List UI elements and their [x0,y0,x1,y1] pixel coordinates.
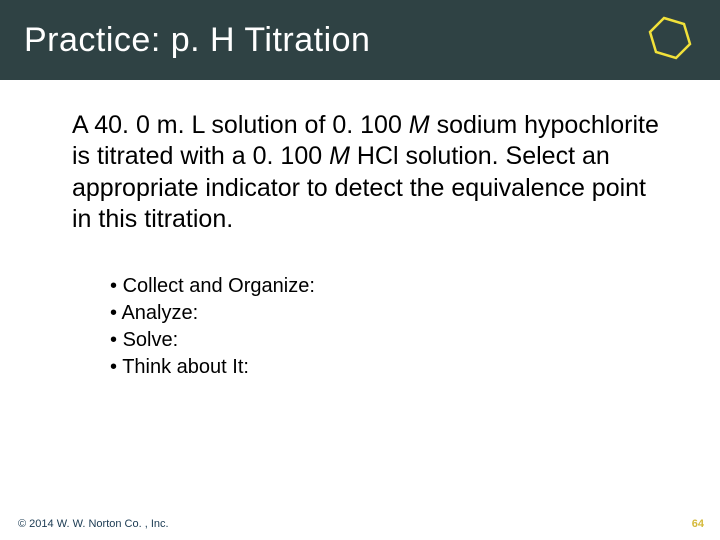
bullet-label: Analyze: [121,302,198,324]
list-item: • Collect and Organize: [110,273,660,300]
slide-body: A 40. 0 m. L solution of 0. 100 M sodium… [0,80,720,381]
page-number: 64 [692,518,704,530]
molarity-symbol-1: M [409,111,430,139]
molarity-symbol-2: M [329,142,350,170]
problem-part1: A 40. 0 m. L solution of 0. 100 [72,111,409,139]
list-item: • Analyze: [110,300,660,327]
list-item: • Solve: [110,327,660,354]
slide-footer: © 2014 W. W. Norton Co. , Inc. 64 [0,518,720,530]
list-item: • Think about It: [110,354,660,381]
bullet-label: Collect and Organize: [123,275,315,297]
hexagon-path [650,18,690,58]
copyright-text: © 2014 W. W. Norton Co. , Inc. [18,518,169,530]
hexagon-icon [640,10,700,70]
slide-title: Practice: p. H Titration [24,21,370,60]
bullet-label: Solve: [123,329,179,351]
problem-statement: A 40. 0 m. L solution of 0. 100 M sodium… [72,110,660,235]
bullet-label: Think about It: [122,356,249,378]
bullet-list: • Collect and Organize: • Analyze: • Sol… [72,273,660,381]
title-bar: Practice: p. H Titration [0,0,720,80]
